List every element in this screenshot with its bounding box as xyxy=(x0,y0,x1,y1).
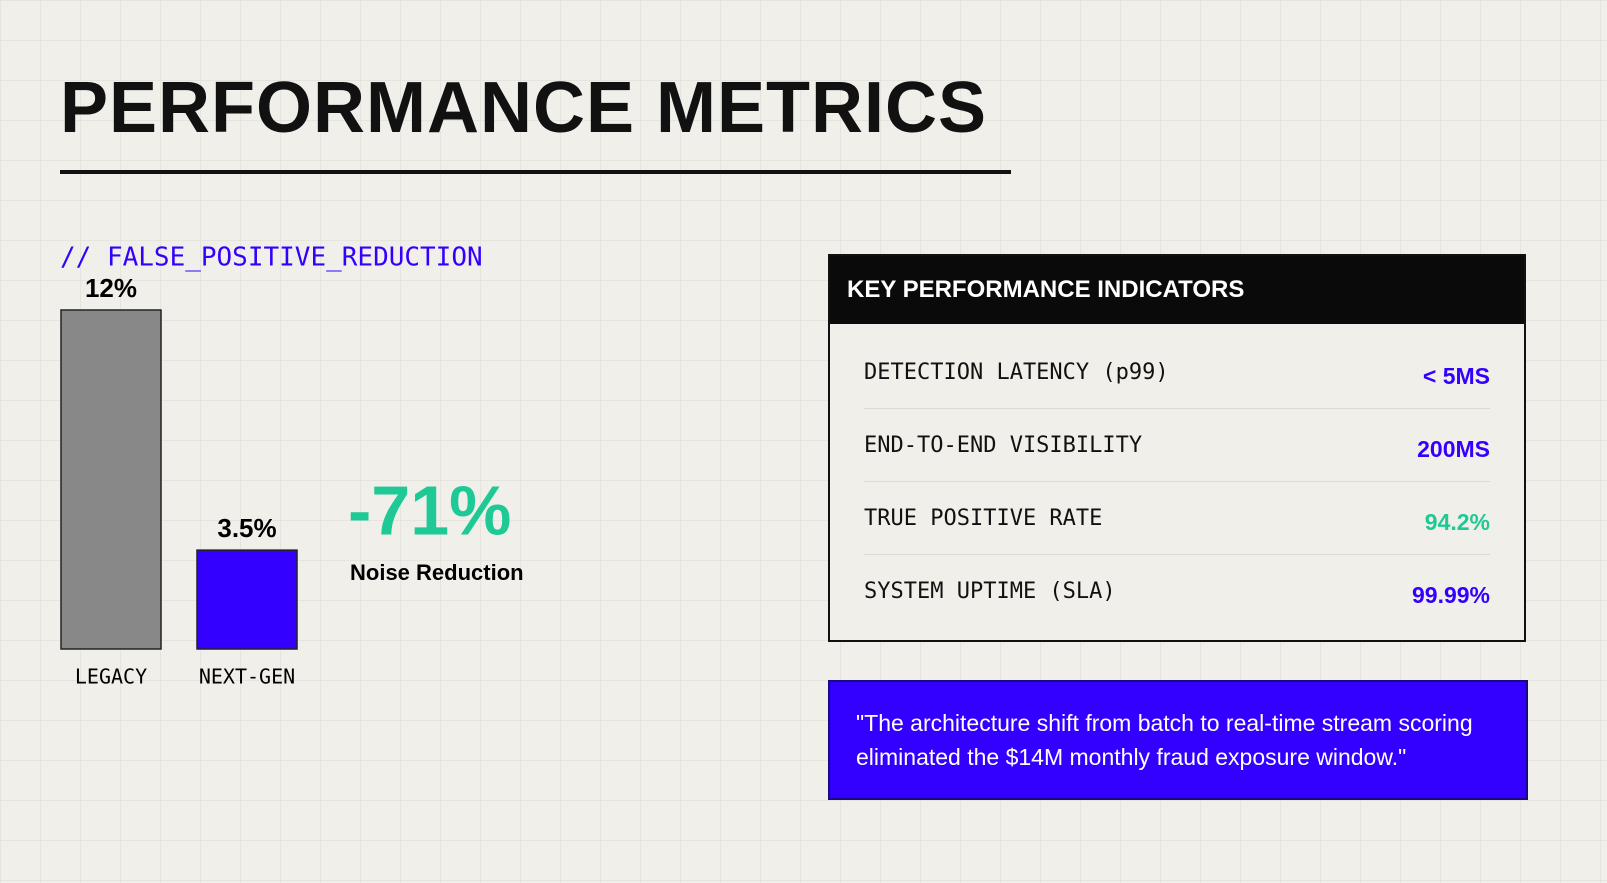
x-tick-label: NEXT-GEN xyxy=(199,665,295,689)
chart: // FALSE_POSITIVE_REDUCTION -71% Noise R… xyxy=(60,243,524,689)
bar xyxy=(60,309,162,650)
kpi-value: 99.99% xyxy=(1411,581,1490,608)
kpi-title: KEY PERFORMANCE INDICATORS xyxy=(830,256,1524,324)
kpi-label: END-TO-END VISIBILITY xyxy=(864,432,1143,458)
x-tick-label: LEGACY xyxy=(75,665,147,689)
bar xyxy=(196,549,298,650)
kpi-panel: KEY PERFORMANCE INDICATORS DETECTION LAT… xyxy=(828,254,1526,642)
kpi-value: 200MS xyxy=(1417,435,1490,462)
kpi-label: SYSTEM UPTIME (SLA) xyxy=(864,578,1116,604)
quote: "The architecture shift from batch to re… xyxy=(828,680,1528,800)
kpi-value: 94.2% xyxy=(1424,508,1490,535)
value-label: 12% xyxy=(85,273,137,303)
annotation-caption: Noise Reduction xyxy=(350,560,524,585)
value-label: 3.5% xyxy=(217,513,276,543)
kpi-row: TRUE POSITIVE RATE 94.2% xyxy=(864,482,1490,555)
kpi-label: TRUE POSITIVE RATE xyxy=(864,505,1103,531)
chart-title: // FALSE_POSITIVE_REDUCTION xyxy=(60,243,483,273)
kpi-label: DETECTION LATENCY (p99) xyxy=(864,359,1169,385)
kpi-row: DETECTION LATENCY (p99) < 5MS xyxy=(864,336,1490,409)
page-title: PERFORMANCE METRICS xyxy=(60,68,988,148)
kpi-value: < 5MS xyxy=(1422,362,1490,389)
title-rule xyxy=(60,170,1011,174)
kpi-row: END-TO-END VISIBILITY 200MS xyxy=(864,409,1490,482)
kpi-row: SYSTEM UPTIME (SLA) 99.99% xyxy=(864,555,1490,627)
annotation: -71% xyxy=(348,471,511,549)
